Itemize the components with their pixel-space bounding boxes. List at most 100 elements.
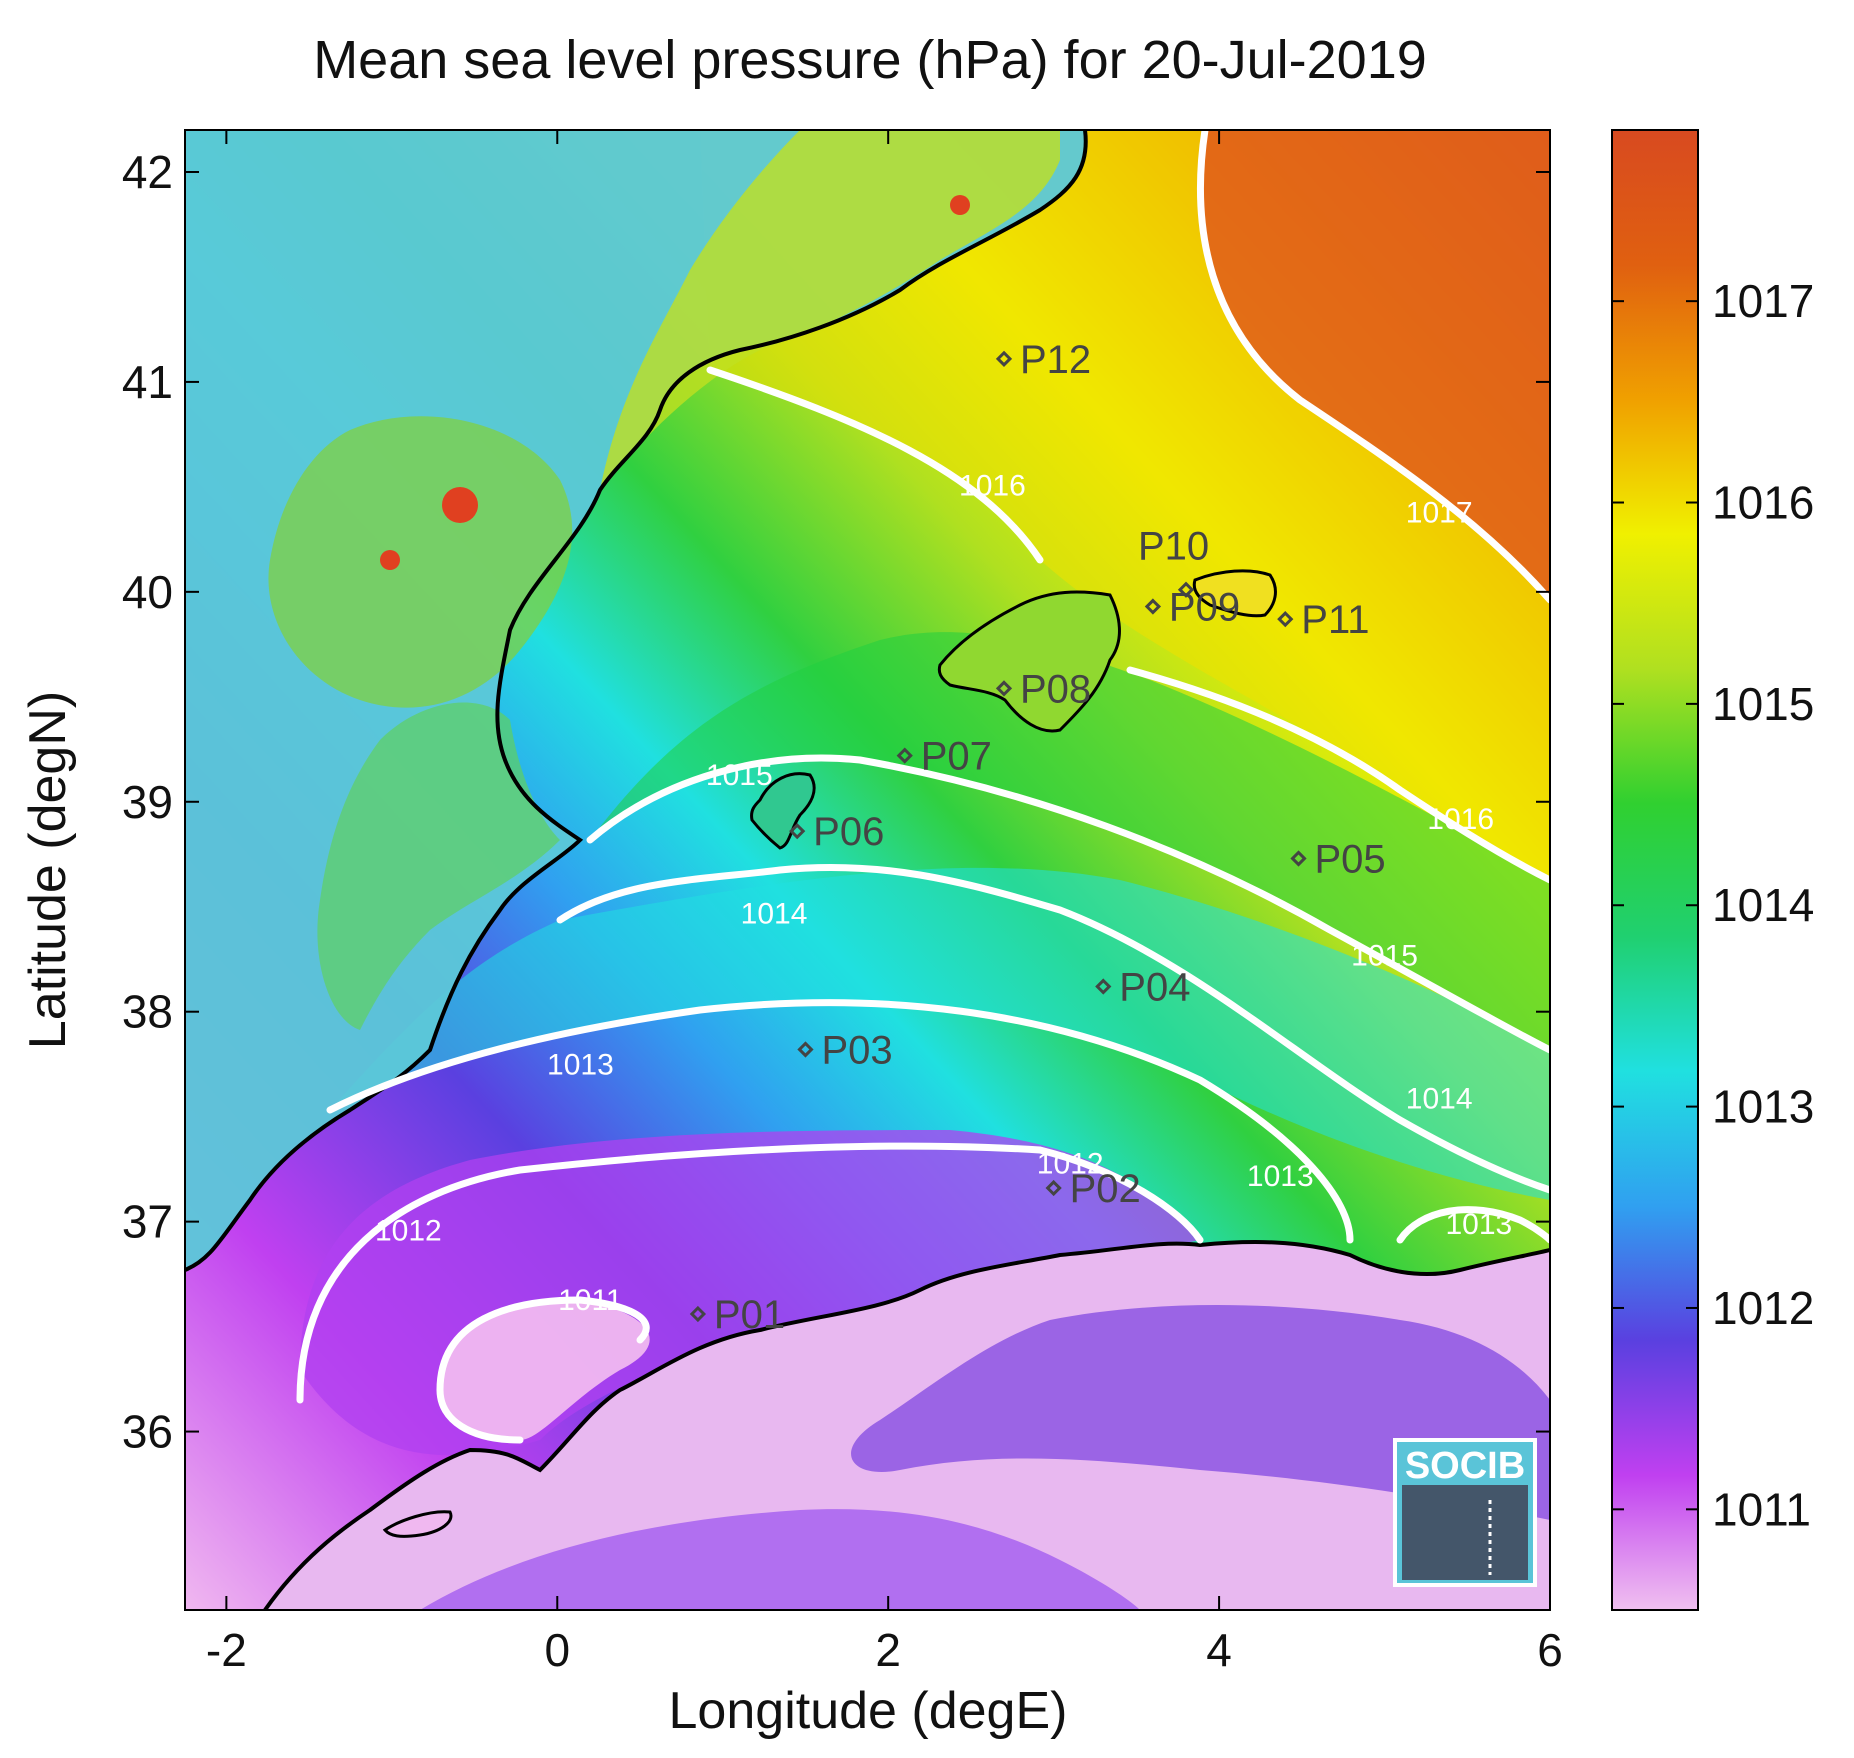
contour-1013 [326,999,1354,1244]
colorbar-tick-label: 1014 [1712,879,1814,931]
station-label: P10 [1138,525,1209,569]
station-marker [789,823,806,840]
station-marker [797,1041,814,1058]
high-pressure-region [1200,130,1550,600]
y-tick-label: 36 [122,1406,173,1458]
iberia-interior-band [317,702,560,1030]
y-tick-label: 42 [122,146,173,198]
station-marker [1045,1179,1062,1197]
colorbar-tick-label: 1017 [1712,275,1814,327]
y-tick-label: 37 [122,1196,173,1248]
contour-label: 1015 [706,759,773,792]
land-hotspot [442,487,478,523]
socib-logo: SOCIB [1393,1438,1537,1587]
colorbar-tick-label: 1011 [1712,1483,1811,1535]
station-marker [1177,581,1195,598]
station-markers: P01 P02 P03 P04 P05 P06 P07 P08 P09 P10 P11 P12 [689,338,1386,1337]
mallorca-island [937,590,1121,733]
colorbar-tick-label: 1016 [1712,477,1814,529]
x-tick-label: -2 [206,1624,247,1676]
station-label: P11 [1301,598,1369,642]
chart-title: Mean sea level pressure (hPa) for 20-Jul… [313,30,1427,90]
y-tick-label: 38 [122,986,173,1038]
station-marker [1277,611,1294,628]
contour-label: 1013 [1445,1208,1512,1241]
alboran-island [382,1510,453,1538]
contour-1016 [706,366,1044,564]
contour-label: 1016 [959,469,1026,502]
x-tick-label: 2 [875,1624,901,1676]
contour-1015 [586,754,1550,1054]
contour-lines [296,130,1550,1444]
contour-label: 1013 [547,1049,614,1082]
station-marker [1095,978,1112,995]
green-pressure-band [590,632,1550,1050]
iberia-coastline [185,130,1088,1272]
africa-coastline [263,1240,1550,1610]
contour-label: 1012 [375,1215,442,1248]
station-marker [995,350,1013,367]
x-axis: -2 0 2 4 6 [206,130,1563,1676]
station-marker [995,680,1013,697]
colorbar: 1011 1012 1013 1014 1015 1016 1017 [1611,129,1814,1611]
iberia-highlands [268,416,573,708]
x-axis-label: Longitude (degE) [669,1682,1068,1740]
station-label: P12 [1020,338,1091,382]
y-axis-label: Latitude (degN) [19,691,77,1049]
y-tick-label: 40 [122,566,173,618]
contour-1011 [436,1296,650,1444]
station-marker [1290,850,1307,867]
north-africa-south [420,1509,1140,1610]
station-label: P06 [813,810,884,854]
plot-frame [184,129,1551,1611]
map-area [185,130,1550,1610]
x-tick-label: 4 [1206,1624,1232,1676]
contour-label: 1017 [1406,497,1473,530]
station-label: P08 [1020,667,1091,711]
colorbar-tick-label: 1013 [1712,1081,1814,1133]
station-label: P05 [1315,837,1386,881]
contour-label: 1012 [1037,1147,1104,1180]
land-hotspot [380,550,400,570]
iberia-land [185,130,1086,1270]
north-africa-interior [851,1305,1550,1520]
lowest-pressure-core [440,1300,650,1440]
x-tick-label: 6 [1537,1624,1563,1676]
contour-labels: 1016 1016 1017 1015 1015 1014 1014 1013 1013 1013… [375,469,1512,1317]
contour-1016 [1126,666,1550,884]
iberia-east-coast-band [600,130,1060,490]
station-label: P04 [1119,966,1190,1010]
station-label: P01 [714,1293,785,1337]
x-tick-label: 0 [544,1624,570,1676]
contour-label: 1014 [741,898,808,931]
station-marker [689,1305,707,1323]
land-hotspot [950,195,970,215]
colorbar-tick-label: 1015 [1712,678,1814,730]
menorca-island [1192,569,1277,618]
socib-logo-text: SOCIB [1405,1445,1525,1487]
y-tick-label: 39 [122,776,173,828]
cyan-pressure-band [330,867,1550,1200]
station-marker [896,747,913,764]
contour-label: 1015 [1351,940,1418,973]
colorbar-tick-label: 1012 [1712,1282,1814,1334]
contour-1014 [556,863,1550,1194]
station-label: P07 [921,735,992,779]
contour-1013 [1396,1206,1550,1244]
colorbar-ticks: 1011 1012 1013 1014 1015 1016 1017 [1612,275,1814,1535]
station-label: P09 [1169,586,1240,630]
station-marker [1144,598,1162,615]
socib-logo-panel [1402,1485,1528,1580]
contour-label: 1013 [1247,1160,1314,1193]
contour-1012 [296,1142,1204,1404]
contour-label: 1016 [1427,803,1494,836]
yellow-pressure-band [700,130,1550,880]
y-axis: 36 37 38 39 40 41 42 [122,146,1550,1458]
contour-1017 [1197,130,1550,604]
contour-label: 1014 [1406,1082,1473,1115]
colorbar-gradient [1611,129,1699,1611]
ibiza-island [750,772,816,850]
station-label: P02 [1070,1167,1141,1211]
contour-label: 1011 [558,1284,623,1317]
